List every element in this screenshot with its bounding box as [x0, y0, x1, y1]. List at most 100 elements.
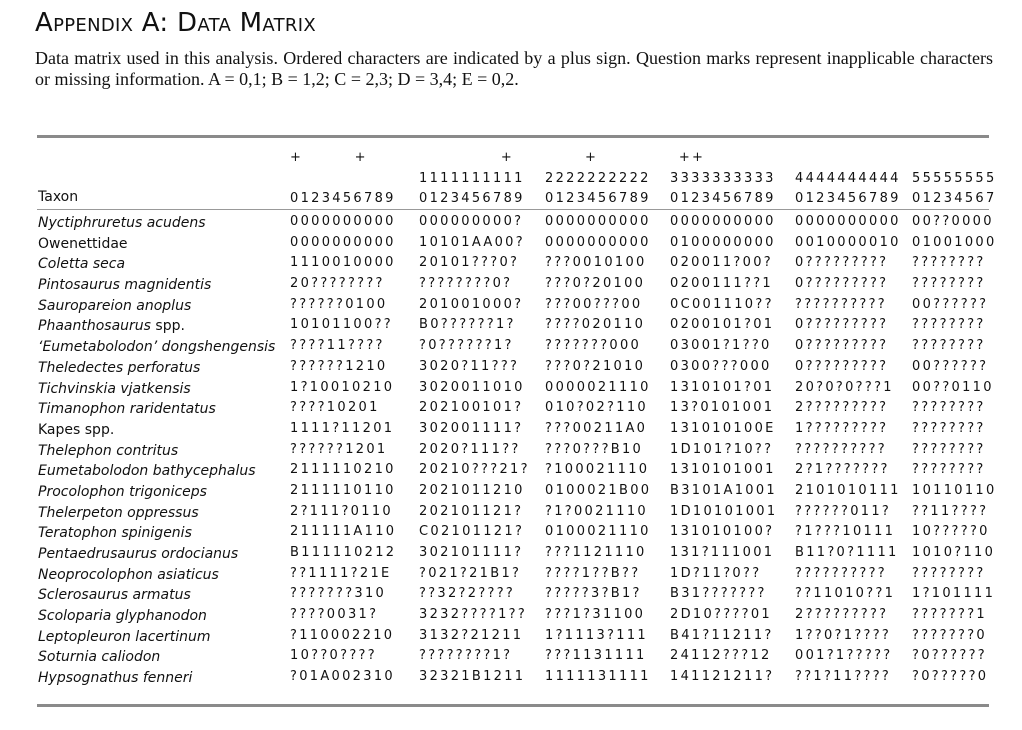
character-block: ??????1210: [290, 358, 388, 374]
character-block: 0000000000: [545, 234, 651, 250]
table-row: Owenettidae 0000000000 10101AA00? 000000000…: [0, 235, 1022, 256]
character-block: 0100021B00: [545, 482, 652, 498]
table-row: Kapes spp. 1111?11201 302001111? ???00211A0…: [0, 421, 1022, 442]
character-block: 0300???000: [670, 358, 772, 374]
character-block: 2111110110: [290, 482, 396, 498]
character-block: 0?????????: [795, 338, 889, 354]
character-block: 1111?11201: [290, 420, 395, 436]
plus-marks: +: [540, 150, 599, 165]
table-row: Phaanthosaurus spp. 10101100?? B0??????1??…: [0, 317, 1022, 338]
character-block: 010?02?110: [545, 400, 648, 416]
character-block: B3101A1001: [670, 482, 777, 498]
taxon-name: Theledectes perforatus: [38, 359, 201, 376]
character-block: 1111131111: [545, 669, 651, 685]
character-block: ???0???B10: [545, 441, 644, 457]
character-block: 3020011010: [419, 379, 525, 395]
character-block: 0000000000: [670, 214, 776, 229]
character-block: 20?0?0???1: [795, 379, 894, 395]
taxon-name: Leptopleuron lacertinum: [38, 628, 211, 645]
character-block: 00??????: [912, 296, 989, 312]
taxon-name: Sauropareion anoplus: [38, 297, 192, 314]
character-block: 1110010000: [290, 255, 396, 271]
character-block: 0200101?01: [670, 317, 775, 333]
taxon-name: Teratophon spinigenis: [38, 525, 192, 542]
character-block: 0100000000: [670, 234, 776, 250]
character-block: 10110110: [912, 482, 997, 498]
character-block: 2D10????01: [670, 607, 772, 623]
character-block: B11?0?1111: [795, 545, 899, 560]
character-block: 3020?11???: [419, 358, 520, 374]
character-block: 32321B1211: [419, 669, 526, 685]
table-row: Hypsognathus fenneri ?01A002310 32321B1211…: [0, 669, 1022, 690]
character-block: ??32?2????: [419, 586, 516, 602]
taxon-name: ‘Eumetabolodon’ dongshengensis: [38, 339, 276, 356]
appendix-heading: Appendix A: Data Matrix: [35, 8, 316, 38]
character-block: ????????: [912, 400, 986, 416]
ones-block: 01234567: [912, 191, 997, 206]
character-block: 201001000?: [419, 296, 524, 312]
character-block: 24112???12: [670, 648, 772, 664]
character-block: B31???????: [670, 586, 767, 602]
table-row: Teratophon spinigenis 211111A110 C02101121…: [0, 524, 1022, 545]
character-block: 13?0101001: [670, 400, 775, 416]
table-row: Coletta seca 1110010000 20101???0? ???00101…: [0, 255, 1022, 276]
taxon-name: Pintosaurus magnidentis: [38, 277, 212, 294]
character-block: 0000000000: [290, 234, 396, 250]
character-block: ????????: [912, 420, 986, 436]
character-block: 302101111?: [419, 545, 524, 560]
table-row: ‘Eumetabolodon’ dongshengensis ????11????…: [0, 338, 1022, 359]
tens-block: 4444444444: [795, 171, 901, 186]
taxon-name: Tichvinskia vjatkensis: [38, 380, 191, 397]
tens-block: 1111111111: [419, 171, 525, 186]
character-block: 202101121?: [419, 503, 524, 519]
table-bottom-rule: [37, 704, 989, 707]
tens-block: 3333333333: [670, 171, 776, 186]
table-header-rule: [37, 209, 989, 210]
character-block: ???00???00: [545, 296, 643, 312]
character-block: ??????1201: [290, 441, 388, 457]
table-row: Pintosaurus magnidentis 20???????????????…: [0, 276, 1022, 297]
character-block: ????????: [912, 276, 986, 292]
character-block: ??11????: [912, 503, 989, 519]
plus-marks: + +: [290, 150, 368, 165]
character-block: ?????3?B1?: [545, 586, 642, 602]
character-block: ?1?0021110: [545, 503, 648, 519]
character-block: ????????: [912, 255, 986, 271]
character-block: ?0??????1?: [419, 338, 514, 354]
character-block: B0??????1?: [419, 317, 516, 333]
character-block: 20101???0?: [419, 255, 520, 271]
character-block: ????????1?: [419, 648, 513, 664]
character-block: 0010000010: [795, 234, 901, 250]
table-row: Soturnia caliodon 10??0???? ????????1? ???1…: [0, 648, 1022, 669]
character-block: 2101010111: [795, 482, 901, 498]
character-block: ?0?????0: [912, 669, 989, 685]
character-block: 020011?00?: [670, 255, 773, 271]
character-block: 1?10010210: [290, 379, 395, 395]
table-row: Neoprocolophon asiaticus ??1111?21E ?021?2…: [0, 566, 1022, 587]
table-row: Timanophon raridentatus ????10201 20210010…: [0, 400, 1022, 421]
character-block: 10?????0: [912, 524, 990, 540]
character-block: 1D10101001: [670, 503, 778, 519]
taxon-name: Nyctiphruretus acudens: [38, 215, 206, 231]
table-row: Thelephon contritus ??????1201 2020?111???…: [0, 442, 1022, 463]
character-block: 302001111?: [419, 420, 524, 436]
character-block: 1010?110: [912, 545, 996, 560]
character-block: 3132?21211: [419, 627, 524, 643]
character-block: 1?101111: [912, 586, 996, 602]
taxon-name: Neoprocolophon asiaticus: [38, 566, 219, 583]
character-block: ??1111?21E: [290, 565, 392, 581]
character-block: B111110212: [290, 545, 397, 560]
taxon-name: Phaanthosaurus spp.: [38, 318, 185, 335]
character-block: 0?????????: [795, 317, 889, 333]
table-row: Procolophon trigoniceps 2111110110 2021011…: [0, 483, 1022, 504]
character-block: ????????: [912, 317, 986, 333]
taxon-name: Timanophon raridentatus: [38, 401, 216, 418]
taxon-name: Coletta seca: [38, 256, 126, 273]
character-block: C02101121?: [419, 524, 525, 540]
character-block: ????????: [912, 565, 986, 581]
taxon-name: Thelephon contritus: [38, 442, 179, 459]
character-block: ???00211A0: [545, 420, 648, 436]
character-block: 131010100E: [670, 420, 776, 436]
tens-block: 2222222222: [545, 171, 651, 186]
character-block: 10??0????: [290, 648, 377, 664]
